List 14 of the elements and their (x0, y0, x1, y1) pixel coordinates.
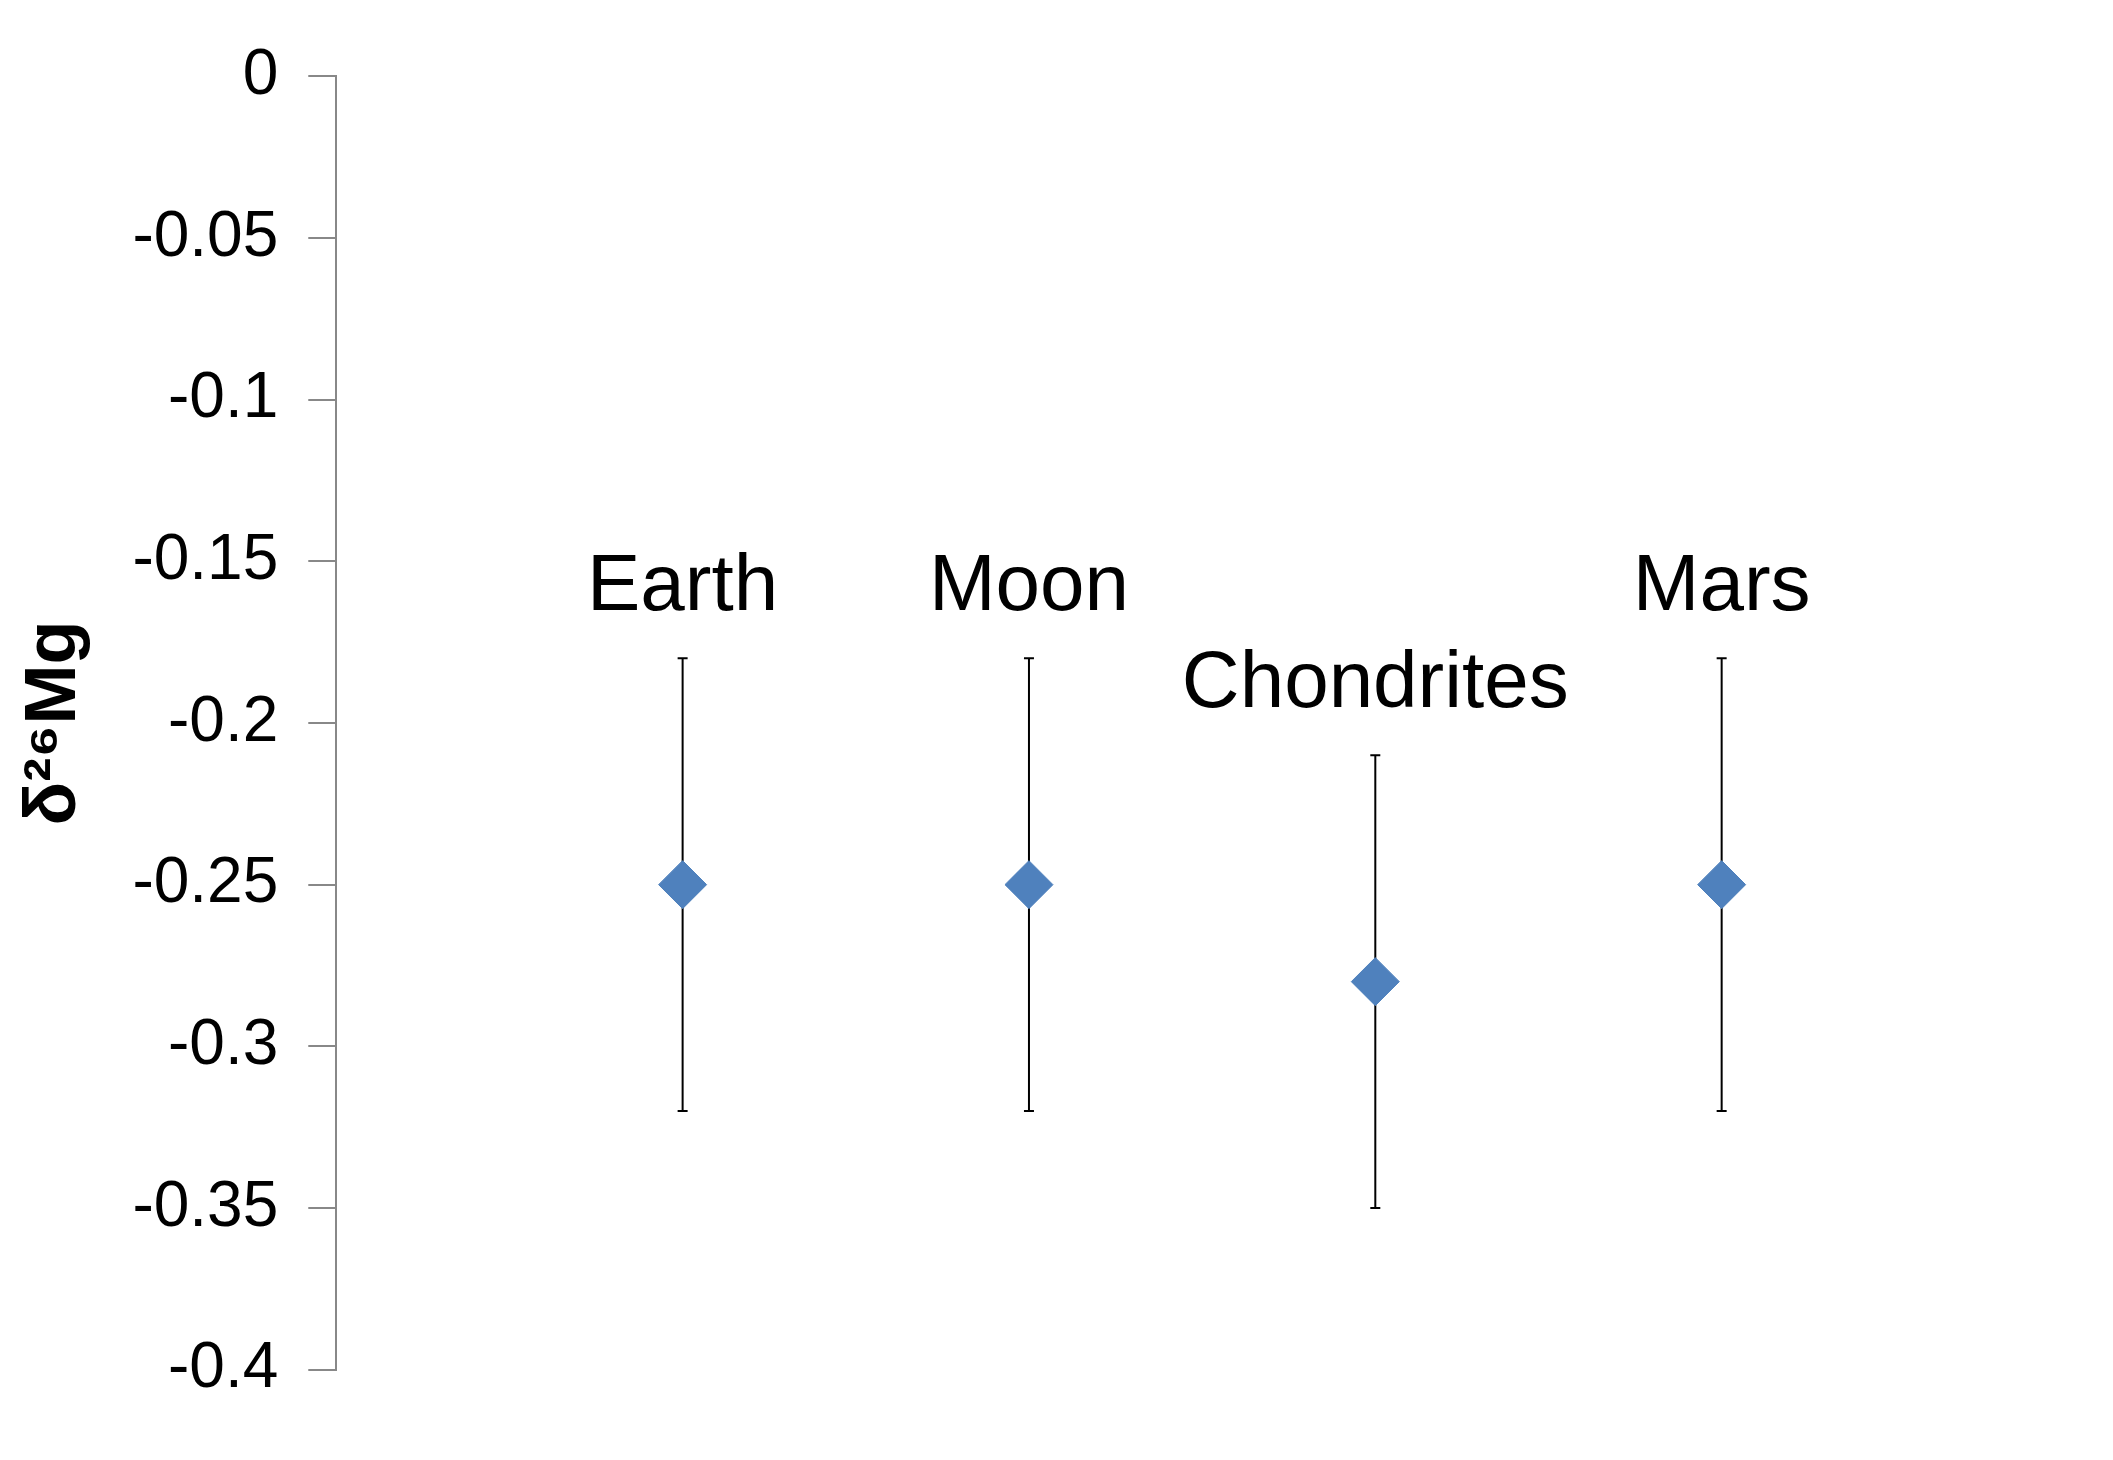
y-tick-label: -0.35 (132, 1167, 279, 1240)
y-axis-title: δ²⁶Mg (10, 620, 91, 826)
y-tick-label: -0.25 (132, 844, 279, 917)
x-tick-label: Chondrites (1181, 635, 1569, 725)
x-tick-label: Moon (928, 538, 1130, 628)
y-tick-label: -0.3 (167, 1005, 279, 1078)
y-tick-label: -0.4 (167, 1329, 279, 1402)
x-tick-label: Mars (1632, 538, 1811, 628)
y-tick-label: -0.15 (132, 520, 279, 593)
y-tick-label: -0.2 (167, 682, 279, 755)
x-tick-label: Earth (587, 538, 779, 628)
y-tick-label: -0.05 (132, 197, 279, 270)
y-tick-label: -0.1 (167, 359, 279, 432)
y-tick-label: 0 (242, 36, 279, 109)
